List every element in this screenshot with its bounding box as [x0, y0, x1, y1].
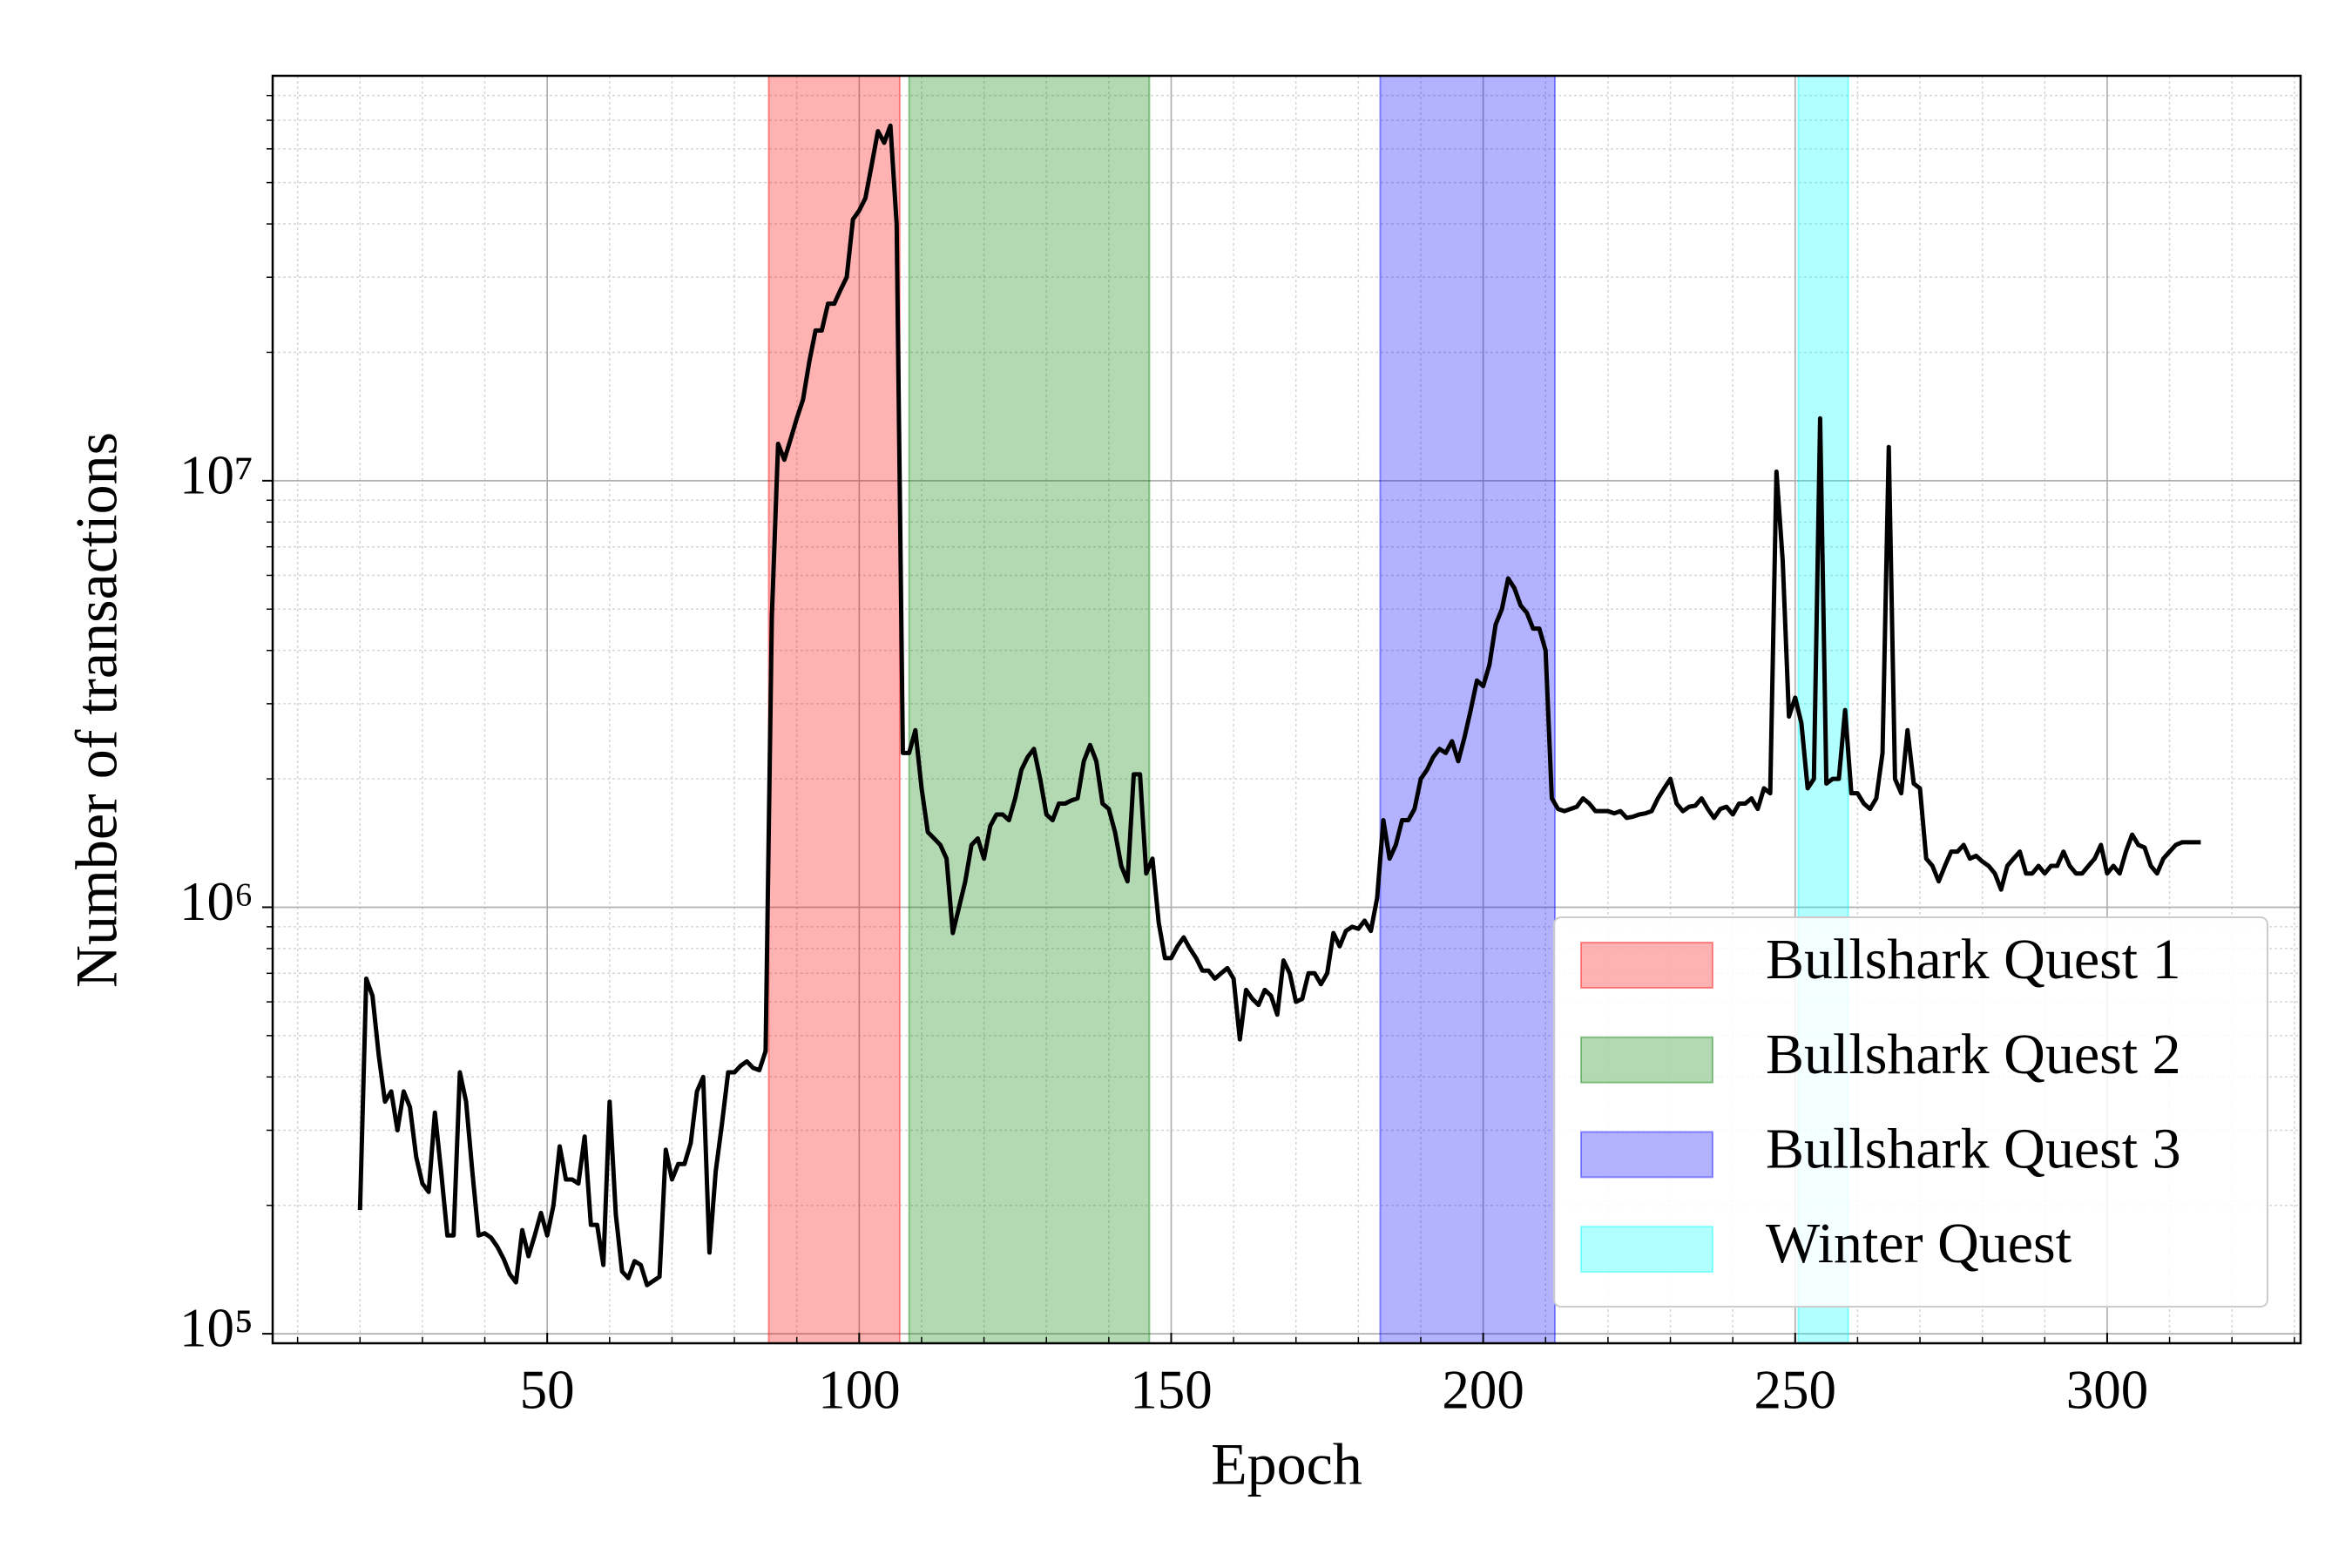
legend-swatch [1580, 1036, 1713, 1084]
legend-box [1553, 916, 2268, 1308]
y-axis-label: Number of transactions [64, 432, 130, 988]
legend-swatch [1580, 1226, 1713, 1274]
quest-span [767, 75, 901, 1344]
x-tick-label: 50 [520, 1359, 575, 1420]
quest-span [1379, 75, 1557, 1344]
legend-label: Bullshark Quest 3 [1766, 1118, 2181, 1181]
quest-span [908, 75, 1151, 1344]
plot-area: 50 100 150 200 250 300 10⁵ 10⁶ 10⁷ Bullshark Ques… [179, 74, 2302, 1420]
x-tick-label: 150 [1130, 1359, 1213, 1420]
x-tick-label: 300 [2066, 1359, 2149, 1420]
legend-label: Winter Quest [1766, 1212, 2072, 1275]
data-line [357, 123, 2201, 1288]
legend-swatch [1580, 1131, 1713, 1179]
legend-swatch [1580, 942, 1713, 989]
y-tick-label: 10⁵ [179, 1298, 253, 1359]
axes-frame [271, 74, 2302, 1345]
legend-label: Bullshark Quest 1 [1766, 928, 2181, 991]
x-tick-label: 200 [1442, 1359, 1524, 1420]
legend-label: Bullshark Quest 2 [1766, 1023, 2181, 1086]
x-axis-label: Epoch [1211, 1431, 1362, 1497]
y-tick-label: 10⁶ [179, 871, 253, 932]
x-tick-label: 250 [1754, 1359, 1837, 1420]
x-tick-label: 100 [818, 1359, 901, 1420]
y-tick-label: 10⁷ [179, 444, 253, 505]
